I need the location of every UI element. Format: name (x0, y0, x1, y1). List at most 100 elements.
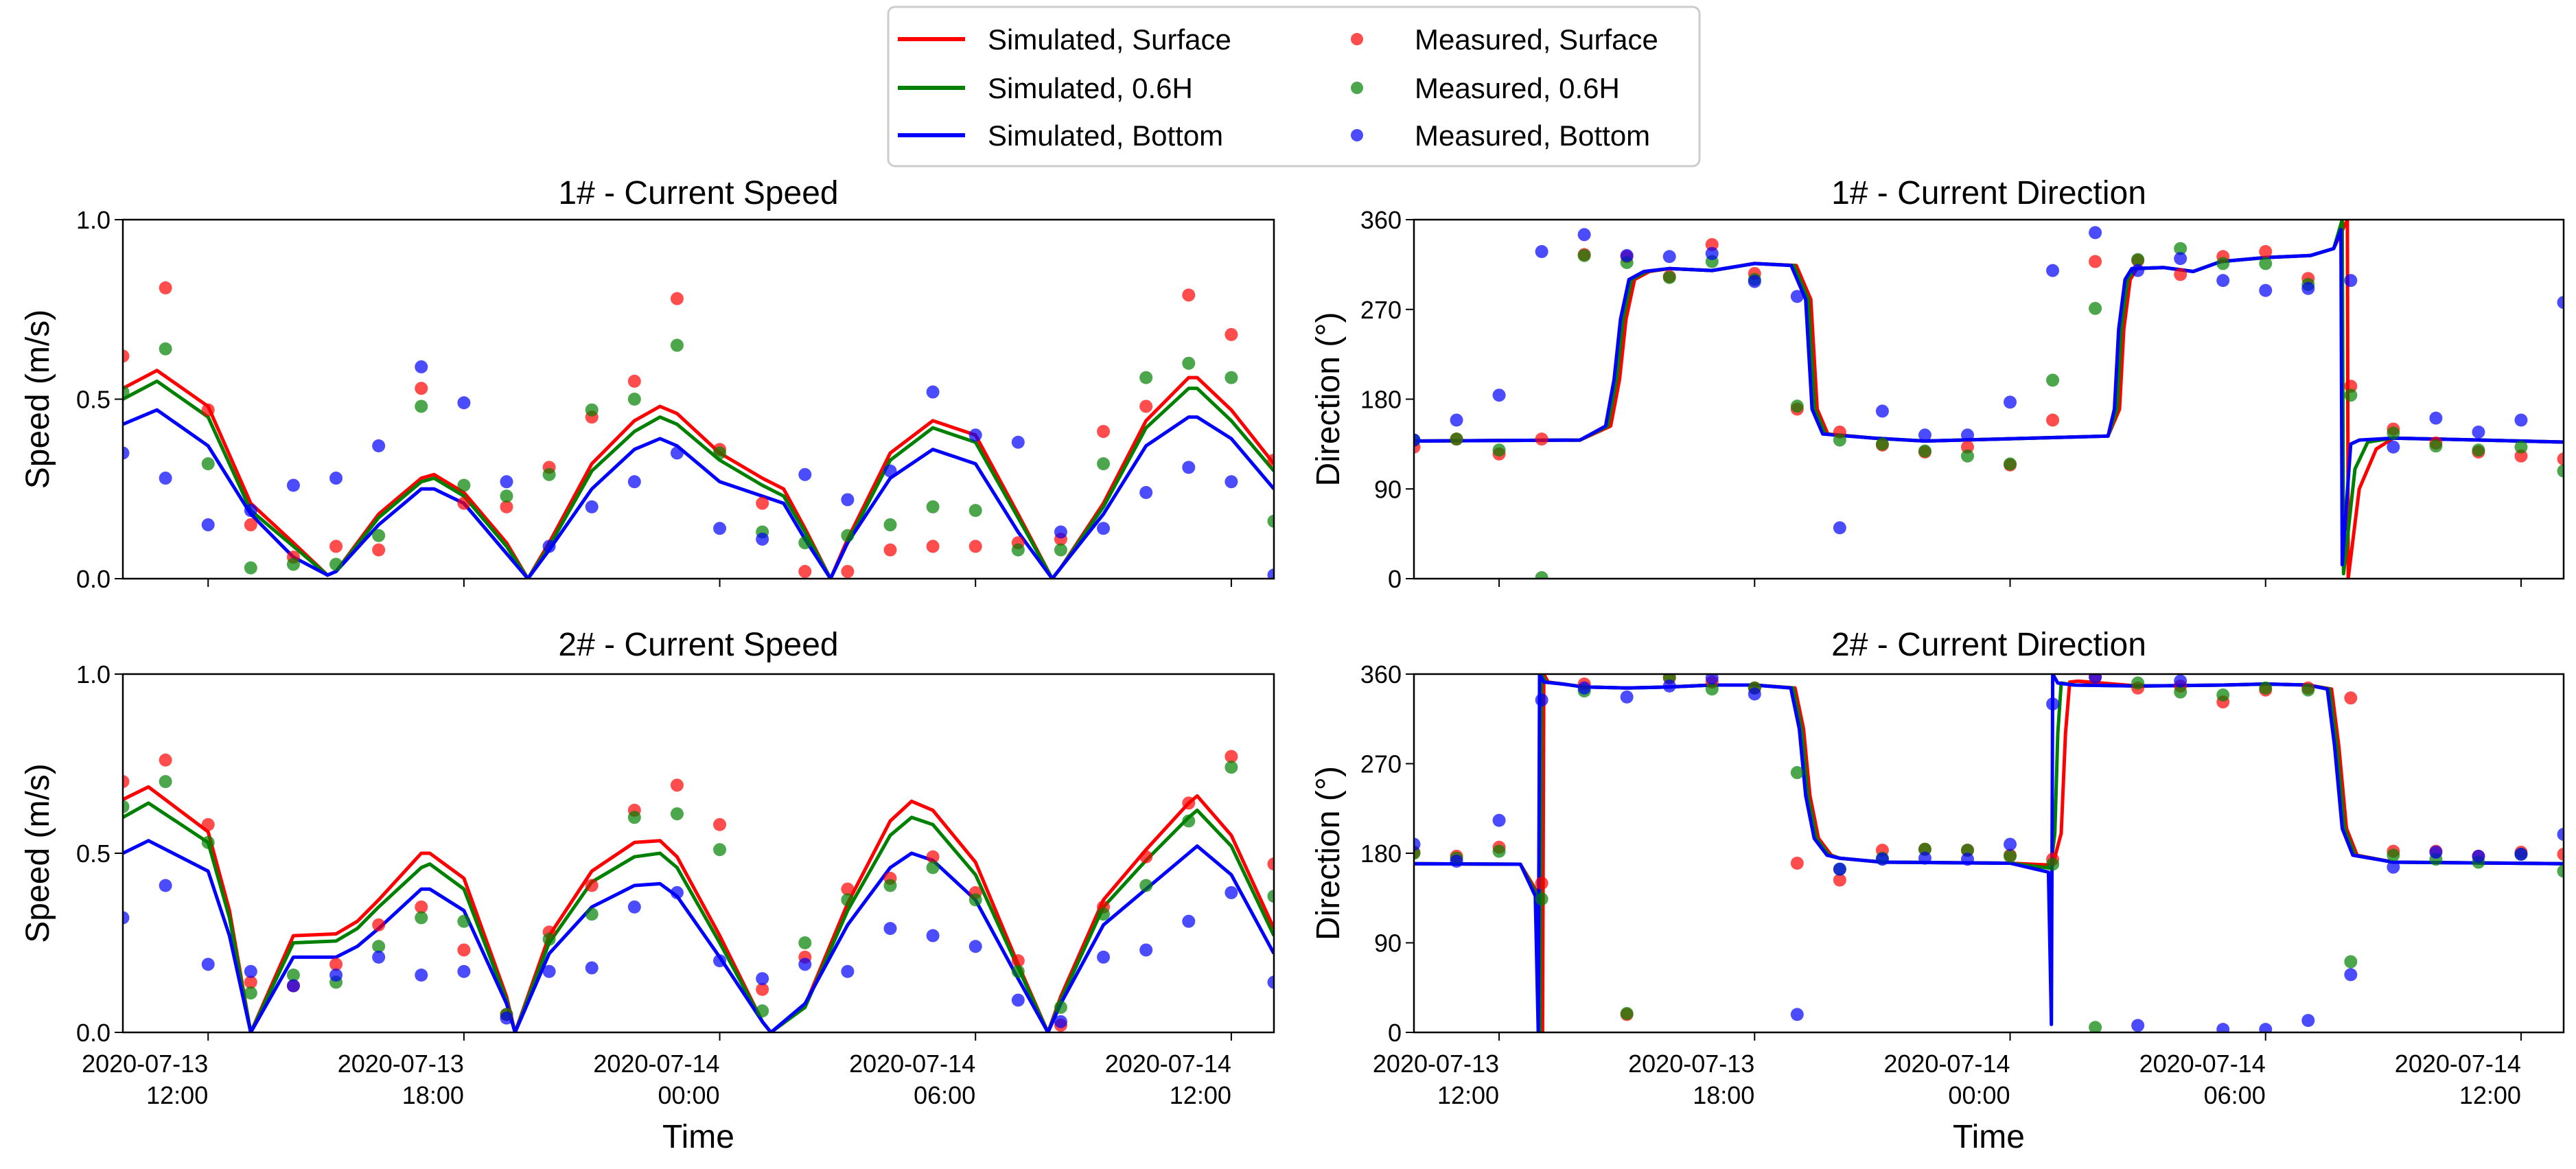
scatter-point (457, 964, 471, 978)
scatter-point (159, 879, 172, 892)
scatter-series-measured-surface (1414, 674, 2564, 1021)
scatter-point (244, 518, 257, 532)
scatter-point (2259, 681, 2273, 695)
scatter-point (926, 385, 940, 399)
x-tick-date-label: 2020-07-13 (338, 1050, 464, 1078)
x-tick-date-label: 2020-07-14 (849, 1050, 975, 1078)
scatter-point (1577, 248, 1591, 262)
y-axis-label: Speed (m/s) (20, 310, 56, 489)
scatter-point (1097, 907, 1111, 921)
x-tick-date-label: 2020-07-13 (1373, 1050, 1499, 1078)
scatter-point (415, 360, 428, 373)
scatter-point (123, 349, 130, 363)
x-tick-date-label: 2020-07-13 (1628, 1050, 1754, 1078)
scatter-point (841, 893, 855, 907)
scatter-point (2514, 847, 2528, 861)
scatter-point (244, 975, 257, 989)
scatter-point (329, 540, 343, 553)
scatter-point (1182, 356, 1196, 370)
y-tick-label: 90 (1374, 475, 1402, 503)
scatter-point (159, 472, 172, 485)
x-tick-time-label: 18:00 (1693, 1081, 1754, 1109)
panel-title: 2# - Current Direction (1831, 627, 2146, 663)
scatter-point (713, 818, 727, 831)
scatter-point (968, 540, 982, 553)
scatter-point (2259, 244, 2273, 258)
y-tick-label: 1.0 (76, 206, 111, 234)
scatter-point (1450, 855, 1463, 868)
scatter-point (713, 843, 727, 857)
scatter-point (2004, 457, 2017, 471)
legend-label: Measured, Bottom (1415, 119, 1650, 152)
scatter-point (883, 518, 897, 532)
x-tick-date-label: 2020-07-14 (593, 1050, 719, 1078)
plot-area (1414, 674, 2564, 1032)
scatter-point (2514, 440, 2528, 454)
scatter-point (968, 504, 982, 518)
scatter-point (1011, 954, 1025, 968)
scatter-point (585, 403, 599, 417)
scatter-point (798, 467, 812, 481)
scatter-point (926, 850, 940, 864)
scatter-point (756, 532, 769, 546)
axes-frame (1413, 218, 2565, 580)
x-tick-date-label: 2020-07-14 (2139, 1050, 2266, 1078)
scatter-point (2174, 685, 2188, 699)
scatter-point (585, 500, 599, 513)
scatter-point (1225, 371, 1238, 384)
scatter-point (670, 292, 684, 305)
scatter-point (2046, 413, 2060, 427)
scatter-point (201, 518, 215, 532)
y-tick-label: 0.5 (76, 840, 111, 868)
scatter-point (1011, 435, 1025, 449)
scatter-point (1662, 250, 1676, 264)
panel-speed2: 2# - Current Speed Speed (m/s) 0.0 0.5 1.0 20… (20, 627, 1275, 1155)
scatter-point (883, 464, 897, 478)
scatter-point (415, 400, 428, 413)
y-tick-label: 360 (1360, 660, 1402, 688)
scatter-point (756, 982, 769, 996)
scatter-point (713, 446, 727, 460)
x-tick-time-label: 06:00 (914, 1081, 975, 1109)
scatter-point (2557, 864, 2564, 878)
scatter-point (2472, 849, 2485, 863)
scatter-point (2344, 691, 2358, 705)
scatter-point (457, 496, 471, 510)
scatter-point (2557, 452, 2564, 466)
scatter-point (798, 536, 812, 550)
scatter-point (1918, 851, 1931, 865)
scatter-point (1267, 890, 1274, 903)
scatter-point (2472, 443, 2485, 457)
scatter-point (1139, 485, 1153, 499)
scatter-point (1960, 853, 1974, 866)
scatter-point (1833, 521, 1846, 535)
scatter-point (2387, 848, 2400, 862)
scatter-point (1097, 950, 1111, 964)
scatter-point (926, 540, 940, 553)
scatter-point (756, 972, 769, 986)
scatter-point (123, 385, 130, 399)
scatter-point (372, 543, 386, 557)
scatter-point (1748, 275, 1761, 288)
scatter-point (1620, 690, 1634, 704)
x-tick-time-label: 12:00 (146, 1081, 208, 1109)
y-tick-label: 360 (1360, 206, 1402, 234)
scatter-point (2131, 676, 2145, 690)
scatter-point (201, 818, 215, 831)
scatter-point (1054, 1015, 1067, 1028)
scatter-point (1620, 1006, 1634, 1020)
scatter-point (1182, 814, 1196, 828)
scatter-point (1960, 428, 1974, 442)
scatter-point (1705, 238, 1719, 251)
legend-item: Simulated, Bottom (898, 119, 1223, 152)
scatter-point (2429, 411, 2443, 425)
scatter-point (159, 342, 172, 356)
scatter-point (1535, 432, 1548, 446)
scatter-point (1097, 457, 1111, 471)
scatter-point (1267, 514, 1274, 528)
scatter-point (2216, 1023, 2230, 1032)
scatter-point (2174, 252, 2188, 266)
scatter-point (1225, 750, 1238, 763)
x-tick-time-label: 12:00 (1437, 1081, 1499, 1109)
